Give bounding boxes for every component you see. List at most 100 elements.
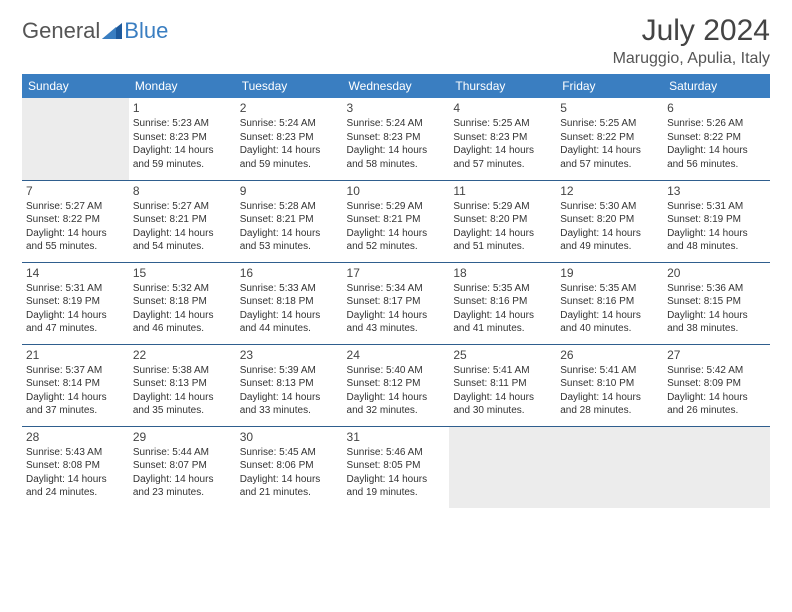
daylight-line: Daylight: 14 hours and 35 minutes. bbox=[133, 391, 232, 418]
logo-sail-icon bbox=[102, 23, 122, 39]
sunrise-line: Sunrise: 5:29 AM bbox=[347, 200, 446, 214]
calendar-day-cell: 6Sunrise: 5:26 AMSunset: 8:22 PMDaylight… bbox=[663, 98, 770, 180]
header: General Blue July 2024 Maruggio, Apulia,… bbox=[22, 14, 770, 68]
sunrise-line: Sunrise: 5:27 AM bbox=[26, 200, 125, 214]
calendar-day-cell: 12Sunrise: 5:30 AMSunset: 8:20 PMDayligh… bbox=[556, 180, 663, 262]
day-number: 14 bbox=[26, 266, 125, 280]
day-number: 25 bbox=[453, 348, 552, 362]
sunset-line: Sunset: 8:20 PM bbox=[453, 213, 552, 227]
daylight-line: Daylight: 14 hours and 28 minutes. bbox=[560, 391, 659, 418]
sunrise-line: Sunrise: 5:36 AM bbox=[667, 282, 766, 296]
sunset-line: Sunset: 8:17 PM bbox=[347, 295, 446, 309]
day-number: 26 bbox=[560, 348, 659, 362]
calendar-body: 1Sunrise: 5:23 AMSunset: 8:23 PMDaylight… bbox=[22, 98, 770, 508]
title-block: July 2024 Maruggio, Apulia, Italy bbox=[613, 14, 770, 68]
sunset-line: Sunset: 8:18 PM bbox=[133, 295, 232, 309]
sunrise-line: Sunrise: 5:24 AM bbox=[240, 117, 339, 131]
sunset-line: Sunset: 8:13 PM bbox=[240, 377, 339, 391]
calendar-day-cell: 11Sunrise: 5:29 AMSunset: 8:20 PMDayligh… bbox=[449, 180, 556, 262]
sunset-line: Sunset: 8:12 PM bbox=[347, 377, 446, 391]
daylight-line: Daylight: 14 hours and 59 minutes. bbox=[133, 144, 232, 171]
day-number: 29 bbox=[133, 430, 232, 444]
weekday-header: Wednesday bbox=[343, 74, 450, 98]
calendar-day-cell: 14Sunrise: 5:31 AMSunset: 8:19 PMDayligh… bbox=[22, 262, 129, 344]
calendar-row: 14Sunrise: 5:31 AMSunset: 8:19 PMDayligh… bbox=[22, 262, 770, 344]
daylight-line: Daylight: 14 hours and 41 minutes. bbox=[453, 309, 552, 336]
logo-text-general: General bbox=[22, 18, 100, 44]
calendar-empty-cell bbox=[663, 426, 770, 508]
sunset-line: Sunset: 8:09 PM bbox=[667, 377, 766, 391]
weekday-header: Sunday bbox=[22, 74, 129, 98]
calendar-empty-cell bbox=[556, 426, 663, 508]
day-number: 17 bbox=[347, 266, 446, 280]
day-number: 8 bbox=[133, 184, 232, 198]
calendar-day-cell: 15Sunrise: 5:32 AMSunset: 8:18 PMDayligh… bbox=[129, 262, 236, 344]
calendar-day-cell: 26 Sunrise: 5:41 AMSunset: 8:10 PMDayligh… bbox=[556, 344, 663, 426]
day-number: 1 bbox=[133, 101, 232, 115]
daylight-line: Daylight: 14 hours and 57 minutes. bbox=[453, 144, 552, 171]
daylight-line: Daylight: 14 hours and 51 minutes. bbox=[453, 227, 552, 254]
sunset-line: Sunset: 8:23 PM bbox=[133, 131, 232, 145]
day-number: 18 bbox=[453, 266, 552, 280]
daylight-line: Daylight: 14 hours and 19 minutes. bbox=[347, 473, 446, 500]
daylight-line: Daylight: 14 hours and 24 minutes. bbox=[26, 473, 125, 500]
month-title: July 2024 bbox=[613, 14, 770, 48]
sunset-line: Sunset: 8:10 PM bbox=[560, 377, 659, 391]
calendar-day-cell: 31Sunrise: 5:46 AMSunset: 8:05 PMDayligh… bbox=[343, 426, 450, 508]
calendar-day-cell: 4Sunrise: 5:25 AMSunset: 8:23 PMDaylight… bbox=[449, 98, 556, 180]
daylight-line: Daylight: 14 hours and 33 minutes. bbox=[240, 391, 339, 418]
sunset-line: Sunset: 8:07 PM bbox=[133, 459, 232, 473]
day-number: 24 bbox=[347, 348, 446, 362]
daylight-line: Daylight: 14 hours and 38 minutes. bbox=[667, 309, 766, 336]
daylight-line: Daylight: 14 hours and 40 minutes. bbox=[560, 309, 659, 336]
daylight-line: Daylight: 14 hours and 43 minutes. bbox=[347, 309, 446, 336]
day-number: 9 bbox=[240, 184, 339, 198]
sunrise-line: Sunrise: 5:38 AM bbox=[133, 364, 232, 378]
sunset-line: Sunset: 8:22 PM bbox=[26, 213, 125, 227]
calendar-day-cell: 19Sunrise: 5:35 AMSunset: 8:16 PMDayligh… bbox=[556, 262, 663, 344]
sunrise-line: Sunrise: 5:25 AM bbox=[560, 117, 659, 131]
sunrise-line: Sunrise: 5:40 AM bbox=[347, 364, 446, 378]
sunrise-line: Sunrise: 5:46 AM bbox=[347, 446, 446, 460]
day-number: 21 bbox=[26, 348, 125, 362]
sunset-line: Sunset: 8:21 PM bbox=[347, 213, 446, 227]
day-number: 10 bbox=[347, 184, 446, 198]
sunrise-line: Sunrise: 5:39 AM bbox=[240, 364, 339, 378]
sunrise-line: Sunrise: 5:31 AM bbox=[667, 200, 766, 214]
calendar-day-cell: 21Sunrise: 5:37 AMSunset: 8:14 PMDayligh… bbox=[22, 344, 129, 426]
calendar-day-cell: 29Sunrise: 5:44 AMSunset: 8:07 PMDayligh… bbox=[129, 426, 236, 508]
sunset-line: Sunset: 8:11 PM bbox=[453, 377, 552, 391]
weekday-header-row: SundayMondayTuesdayWednesdayThursdayFrid… bbox=[22, 74, 770, 98]
sunset-line: Sunset: 8:23 PM bbox=[453, 131, 552, 145]
sunset-line: Sunset: 8:16 PM bbox=[453, 295, 552, 309]
sunrise-line: Sunrise: 5:28 AM bbox=[240, 200, 339, 214]
sunset-line: Sunset: 8:22 PM bbox=[667, 131, 766, 145]
daylight-line: Daylight: 14 hours and 44 minutes. bbox=[240, 309, 339, 336]
daylight-line: Daylight: 14 hours and 53 minutes. bbox=[240, 227, 339, 254]
sunset-line: Sunset: 8:21 PM bbox=[240, 213, 339, 227]
calendar-day-cell: 10 Sunrise: 5:29 AMSunset: 8:21 PMDayligh… bbox=[343, 180, 450, 262]
daylight-line: Daylight: 14 hours and 21 minutes. bbox=[240, 473, 339, 500]
daylight-line: Daylight: 14 hours and 57 minutes. bbox=[560, 144, 659, 171]
sunrise-line: Sunrise: 5:42 AM bbox=[667, 364, 766, 378]
sunset-line: Sunset: 8:19 PM bbox=[667, 213, 766, 227]
sunset-line: Sunset: 8:13 PM bbox=[133, 377, 232, 391]
sunrise-line: Sunrise: 5:41 AM bbox=[560, 364, 659, 378]
daylight-line: Daylight: 14 hours and 52 minutes. bbox=[347, 227, 446, 254]
daylight-line: Daylight: 14 hours and 47 minutes. bbox=[26, 309, 125, 336]
calendar-day-cell: 30Sunrise: 5:45 AMSunset: 8:06 PMDayligh… bbox=[236, 426, 343, 508]
sunrise-line: Sunrise: 5:41 AM bbox=[453, 364, 552, 378]
sunrise-line: Sunrise: 5:23 AM bbox=[133, 117, 232, 131]
sunrise-line: Sunrise: 5:29 AM bbox=[453, 200, 552, 214]
day-number: 16 bbox=[240, 266, 339, 280]
day-number: 23 bbox=[240, 348, 339, 362]
calendar-day-cell: 27Sunrise: 5:42 AMSunset: 8:09 PMDayligh… bbox=[663, 344, 770, 426]
weekday-header: Thursday bbox=[449, 74, 556, 98]
calendar-empty-cell bbox=[22, 98, 129, 180]
weekday-header: Friday bbox=[556, 74, 663, 98]
calendar-day-cell: 2Sunrise: 5:24 AMSunset: 8:23 PMDaylight… bbox=[236, 98, 343, 180]
daylight-line: Daylight: 14 hours and 46 minutes. bbox=[133, 309, 232, 336]
weekday-header: Monday bbox=[129, 74, 236, 98]
sunset-line: Sunset: 8:14 PM bbox=[26, 377, 125, 391]
sunrise-line: Sunrise: 5:37 AM bbox=[26, 364, 125, 378]
